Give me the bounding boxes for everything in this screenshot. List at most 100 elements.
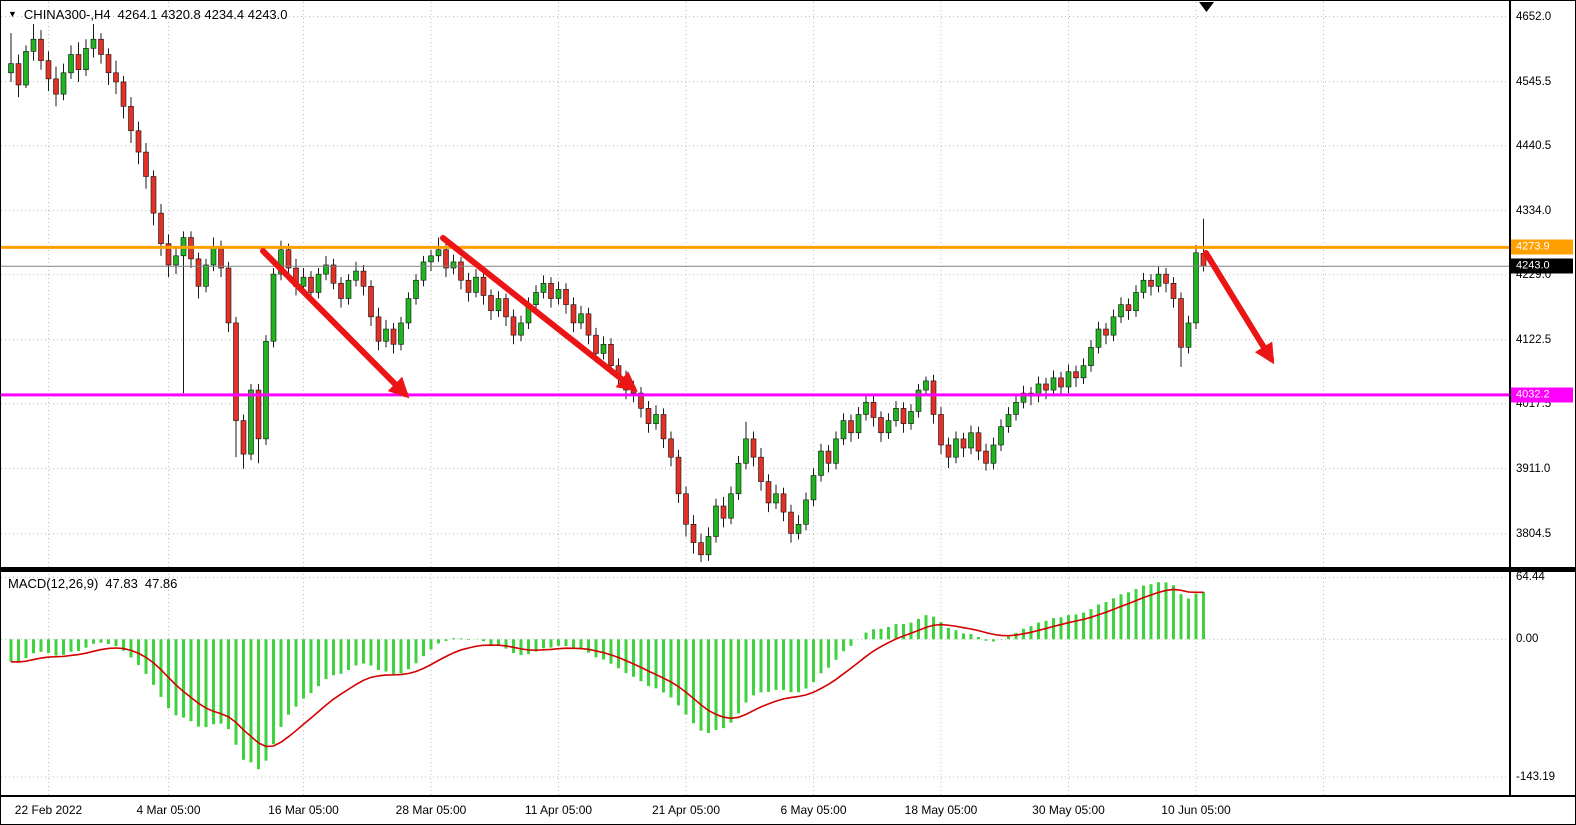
candle-body: [675, 456, 682, 495]
candle-body: [735, 462, 742, 495]
candle-body: [465, 279, 472, 293]
candle-body: [593, 334, 599, 354]
candle-body: [473, 276, 479, 293]
candle-body: [540, 282, 547, 293]
candle-body: [8, 63, 14, 74]
candle-body: [225, 267, 232, 324]
candle-body: [885, 420, 892, 434]
candle-body: [863, 401, 869, 415]
candle-body: [563, 289, 569, 305]
candle-body: [1103, 328, 1109, 336]
candle-body: [345, 279, 352, 299]
candle-body: [900, 408, 907, 424]
panel-separator[interactable]: [1, 567, 1576, 572]
candle-body: [743, 438, 749, 464]
candle-body: [1140, 279, 1147, 293]
candle-body: [158, 212, 164, 244]
candle-body: [795, 523, 802, 534]
chart-legend: ▼ CHINA300-,H4 4264.1 4320.8 4234.4 4243…: [8, 7, 288, 22]
candle-body: [960, 438, 967, 449]
candle-body: [548, 282, 554, 299]
candle-body: [975, 432, 982, 452]
candle-body: [263, 340, 269, 440]
candle-body: [780, 493, 787, 513]
time-axis-label: 30 May 05:00: [1032, 803, 1105, 817]
candle-body: [255, 389, 262, 440]
candle-body: [915, 389, 922, 412]
candle-body: [15, 63, 22, 86]
candle-body: [503, 298, 509, 318]
candle-body: [1133, 292, 1139, 312]
candle-body: [758, 456, 764, 482]
time-axis-separator: [1, 795, 1575, 797]
candle-body: [308, 276, 314, 293]
candle-body: [638, 392, 644, 409]
chart-shift-marker-icon[interactable]: [1199, 2, 1214, 12]
candle-body: [773, 493, 779, 504]
candle-body: [1043, 383, 1049, 391]
candle-body: [383, 328, 389, 342]
candle-body: [698, 542, 704, 556]
candle-body: [165, 243, 172, 266]
candle-body: [825, 450, 832, 464]
candle-body: [533, 292, 539, 305]
candle-body: [135, 130, 142, 153]
candle-body: [1118, 304, 1124, 318]
candle-body: [750, 438, 757, 458]
trend-arrow[interactable]: [440, 235, 638, 392]
candle-body: [30, 38, 37, 52]
candle-body: [1050, 377, 1057, 391]
symbol-dropdown-icon[interactable]: ▼: [8, 9, 17, 19]
time-axis-label: 6 May 05:00: [780, 803, 847, 817]
candle-body: [570, 304, 577, 324]
candle-body: [1163, 273, 1169, 284]
macd-axis-label: -143.19: [1516, 770, 1556, 783]
candle-body: [968, 432, 974, 449]
candle-body: [330, 264, 337, 284]
trend-arrow[interactable]: [260, 248, 410, 399]
candle-body: [285, 249, 292, 269]
price-axis-label: 4545.5: [1516, 75, 1552, 88]
indicator-name: MACD(12,26,9): [8, 576, 99, 591]
price-axis-label: 4334.0: [1516, 204, 1552, 217]
candle-body: [600, 343, 607, 354]
candle-body: [68, 54, 74, 74]
candle-body: [240, 420, 247, 455]
indicator-legend: MACD(12,26,9) 47.83 47.86: [8, 576, 177, 591]
candle-body: [555, 289, 562, 299]
candle-body: [938, 414, 944, 446]
candle-body: [83, 48, 89, 71]
macd-axis-label: 64.44: [1516, 571, 1545, 584]
candle-body: [218, 246, 224, 269]
candle-body: [203, 264, 209, 287]
candle-body: [38, 38, 44, 61]
candle-body: [375, 316, 382, 342]
candle-body: [398, 322, 404, 345]
candle-body: [833, 438, 839, 464]
candle-body: [75, 54, 82, 71]
indicator-signal-value: 47.86: [144, 576, 178, 591]
candle-body: [848, 420, 854, 434]
candle-body: [1178, 298, 1184, 348]
candle-body: [315, 273, 322, 293]
candle-body: [1080, 365, 1087, 379]
candle-body: [518, 322, 524, 336]
candle-body: [450, 261, 457, 269]
candle-body: [1058, 377, 1064, 388]
candle-body: [120, 81, 127, 107]
trend-arrow[interactable]: [1203, 250, 1275, 365]
candle-body: [1110, 316, 1117, 336]
candle-body: [668, 438, 674, 458]
candle-body: [233, 322, 239, 421]
candle-body: [338, 282, 344, 299]
candle-body: [405, 298, 412, 324]
candle-body: [1193, 252, 1199, 324]
price-tag-support: 4032.2: [1511, 387, 1573, 403]
candle-body: [818, 450, 824, 476]
candle-body: [278, 249, 284, 275]
candle-body: [983, 450, 989, 464]
ohlc-values: 4264.1 4320.8 4234.4 4243.0: [117, 7, 288, 22]
time-axis-label: 11 Apr 05:00: [524, 803, 593, 817]
